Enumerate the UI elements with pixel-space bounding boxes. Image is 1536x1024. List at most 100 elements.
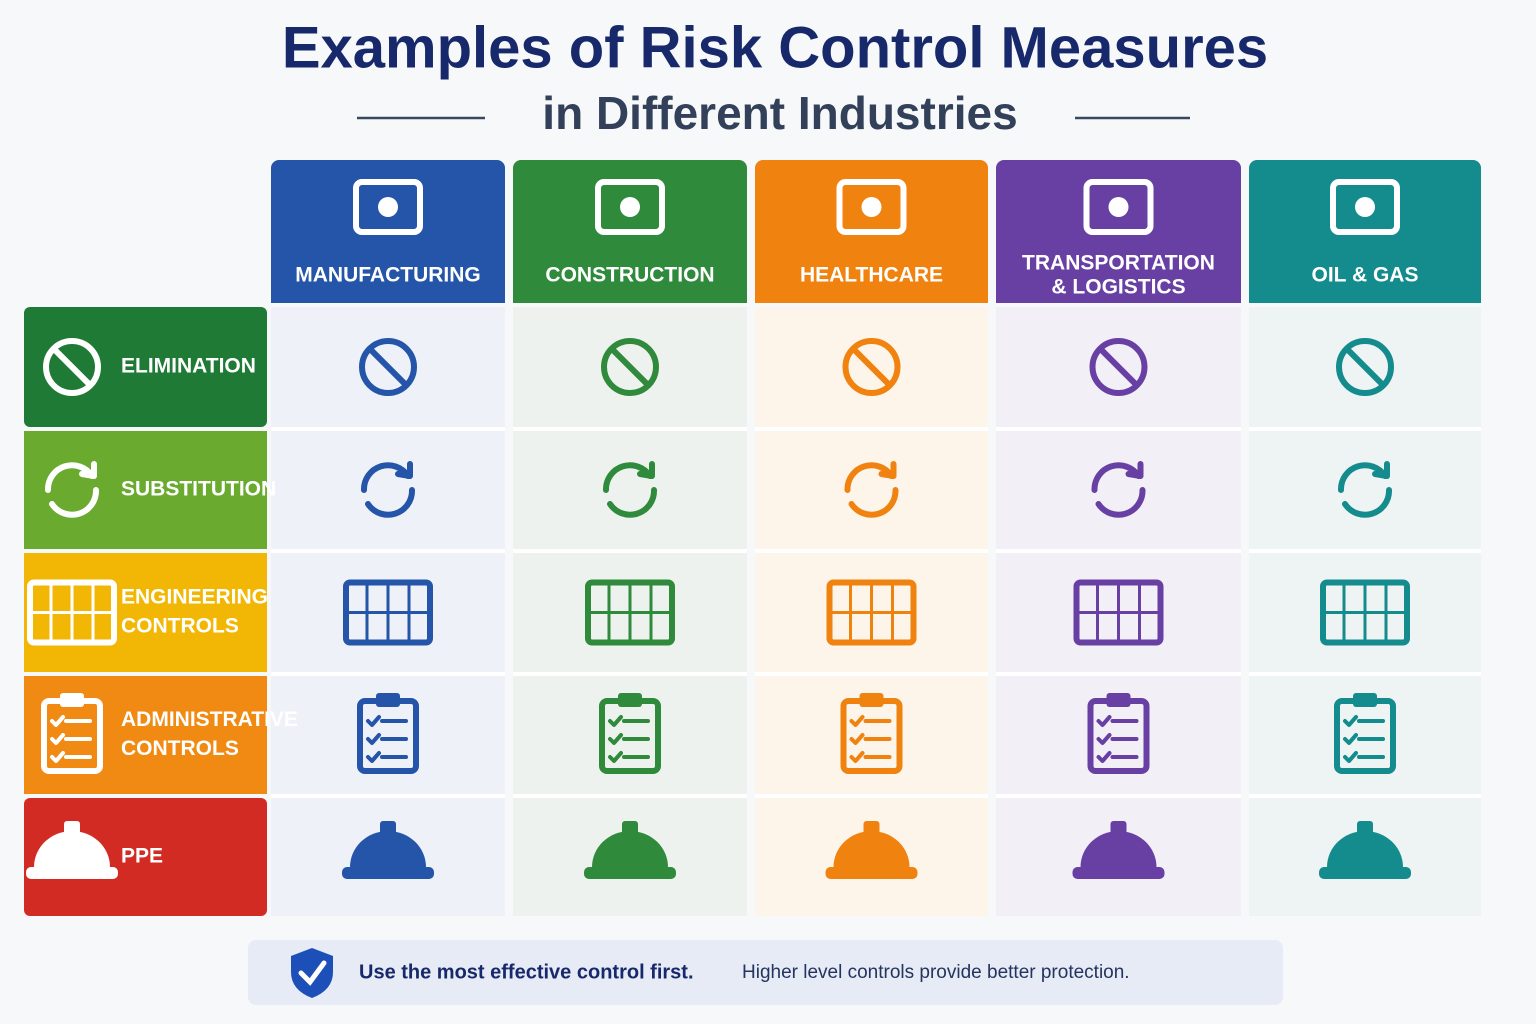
cell-icon (366, 715, 381, 727)
matrix: MANUFACTURING CONSTRUCTION HEALTHCARE TRANS… (24, 160, 1481, 916)
cell-icon (1072, 867, 1165, 879)
cell-icon (601, 338, 659, 396)
row-icon (26, 867, 118, 879)
column-label: MANUFACTURING (295, 264, 480, 287)
cell-icon (366, 733, 381, 745)
header-icon (353, 179, 423, 235)
cell-icon (608, 715, 623, 727)
cell-icon (1336, 338, 1394, 396)
row-header (24, 431, 267, 549)
header-icon (595, 179, 665, 235)
cell-icon (844, 462, 899, 518)
column-header (755, 290, 988, 303)
cell-icon (1089, 338, 1148, 396)
cell-icon (849, 715, 865, 727)
cell-icon (1343, 751, 1358, 763)
cell-icon (609, 346, 651, 388)
cell-icon (1327, 831, 1403, 867)
cell-icon (1343, 733, 1358, 745)
row-icon (34, 831, 110, 867)
row-icon (50, 751, 65, 763)
row-header (24, 798, 267, 916)
cell-icon (1091, 462, 1146, 518)
row-label: ADMINISTRATIVE (121, 708, 298, 731)
header-icon (1330, 179, 1400, 235)
cell-icon (602, 462, 658, 518)
cell-icon (842, 338, 901, 396)
cell-icon (1125, 461, 1144, 479)
cell-icon (618, 693, 642, 707)
cell-icon (1080, 831, 1157, 867)
footer-emphasis: Use the most effective control first. (359, 961, 694, 983)
cell-icon (833, 831, 910, 867)
row-icon (79, 461, 97, 479)
cell-icon (1372, 461, 1390, 479)
cell-icon (608, 733, 623, 745)
cell-icon (1353, 693, 1377, 707)
column-label: HEALTHCARE (800, 264, 943, 287)
cell-icon (1337, 462, 1393, 518)
row-icon (60, 693, 84, 707)
cell-icon (1096, 751, 1112, 763)
column-header (1249, 290, 1481, 303)
cell-icon (863, 821, 880, 841)
cell-icon (825, 867, 918, 879)
row-icon (50, 715, 65, 727)
cell-icon (1110, 821, 1127, 841)
row-header (24, 307, 267, 427)
row-icon (51, 346, 93, 388)
shield-icon (291, 948, 333, 998)
cell-icon (849, 733, 865, 745)
cell-icon (1344, 346, 1386, 388)
cell-icon (367, 346, 409, 388)
subtitle: in Different Industries (542, 87, 1017, 139)
column-header (271, 290, 505, 303)
row-label: ENGINEERING (121, 586, 268, 609)
column-label: CONSTRUCTION (545, 264, 714, 287)
cell-icon (395, 461, 413, 479)
cell-icon (1106, 693, 1131, 707)
row-label: PPE (121, 845, 163, 868)
cell-icon (608, 751, 623, 763)
title: Examples of Risk Control Measures (282, 15, 1268, 80)
column-label: OIL & GAS (1312, 264, 1419, 287)
cell-icon (1319, 867, 1411, 879)
footer-box (248, 940, 1283, 1005)
cell-icon (850, 346, 893, 388)
row-label: ELIMINATION (121, 355, 256, 378)
cell-icon (1096, 715, 1112, 727)
check-icon (298, 960, 327, 986)
cell-icon (1343, 715, 1358, 727)
row-icon (43, 338, 101, 396)
cell-icon (592, 831, 668, 867)
column-label: & LOGISTICS (1051, 276, 1185, 299)
row-icon (50, 733, 65, 745)
header-icon (1083, 179, 1154, 235)
cell-icon (366, 751, 381, 763)
row-label: CONTROLS (121, 737, 239, 760)
row-icon (44, 462, 100, 518)
cell-icon (1357, 821, 1373, 841)
cell-icon (584, 867, 676, 879)
column-header (513, 290, 747, 303)
column-header (996, 290, 1241, 303)
row-label: CONTROLS (121, 615, 239, 638)
cell-icon (1096, 733, 1112, 745)
cell-icon (380, 821, 396, 841)
cell-icon (350, 831, 426, 867)
cell-icon (359, 338, 417, 396)
header-icon (1108, 197, 1129, 217)
header-icon (1355, 197, 1375, 217)
header-icon (378, 197, 398, 217)
cell-icon (376, 693, 400, 707)
header-icon (620, 197, 640, 217)
cell-icon (637, 461, 655, 479)
row-icon (64, 821, 80, 841)
header-icon (836, 179, 907, 235)
cell-icon (622, 821, 638, 841)
cell-icon (859, 693, 884, 707)
cell-icon (342, 867, 434, 879)
row-label: SUBSTITUTION (121, 478, 276, 501)
cell-icon (1097, 346, 1140, 388)
